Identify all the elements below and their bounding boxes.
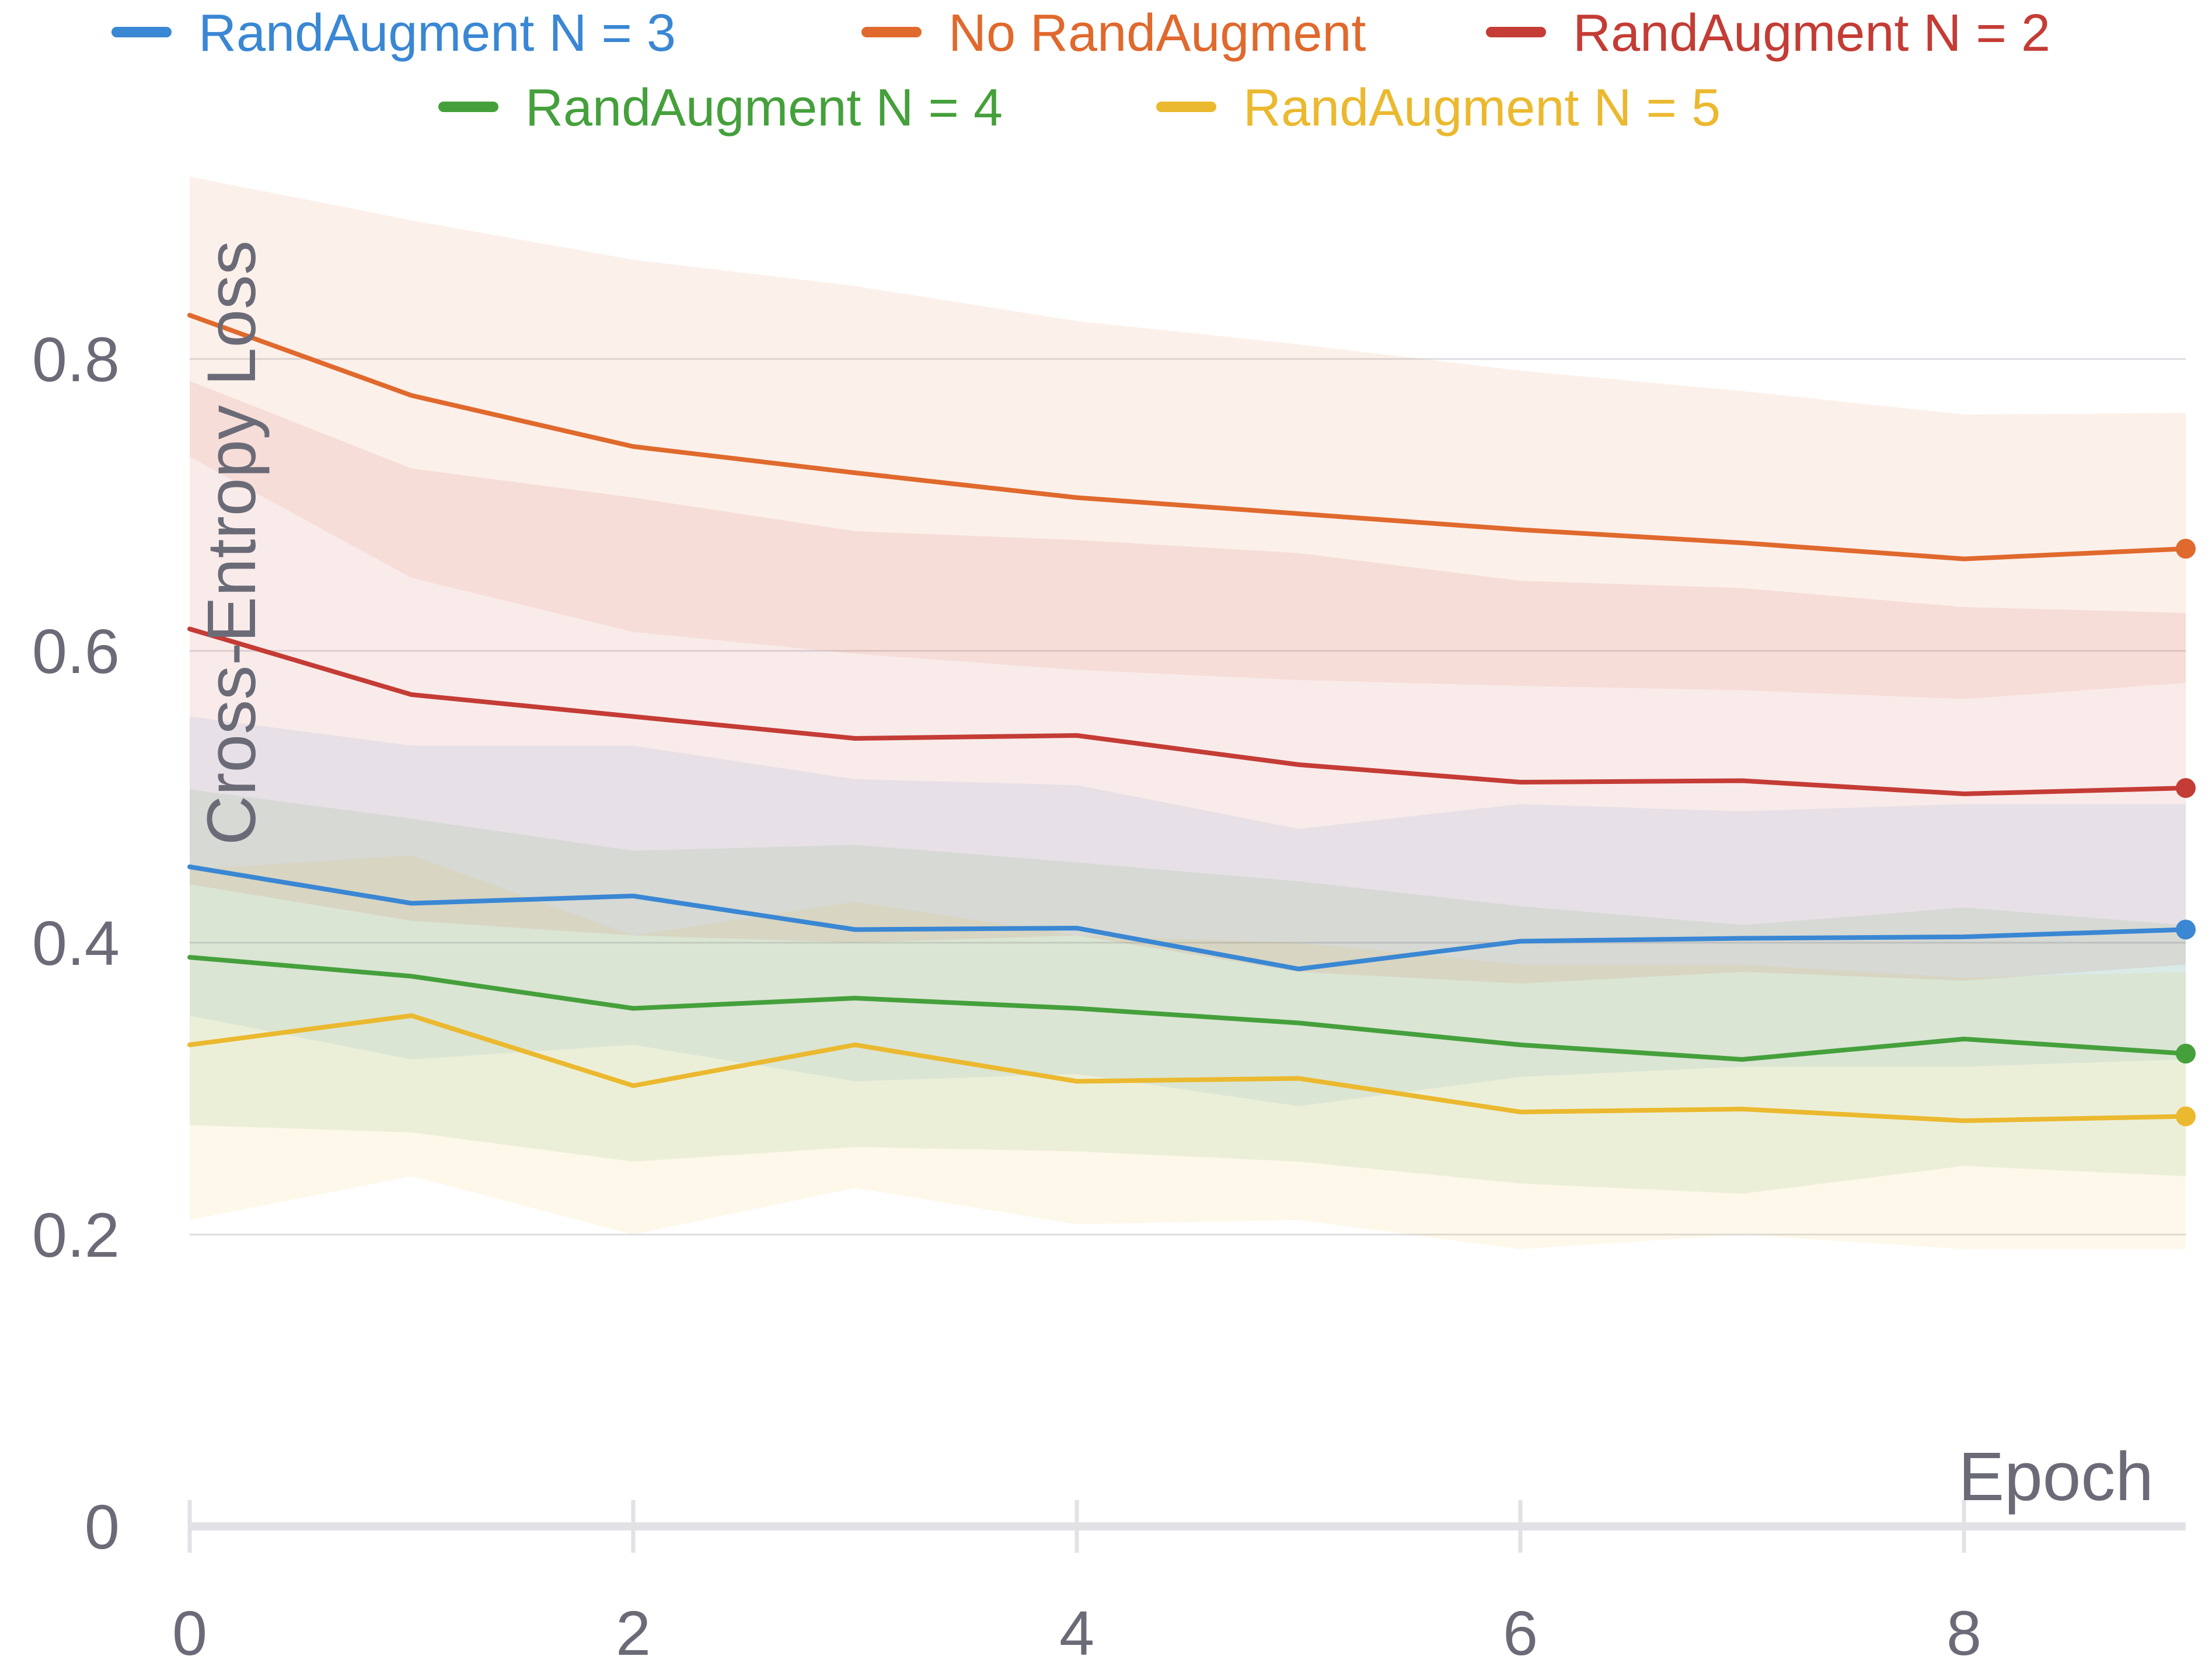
- line-series-1: [187, 313, 2188, 562]
- confidence-bands: [190, 176, 2186, 1249]
- band-series-0: [190, 716, 2186, 1106]
- y-tick-label-3: 0.6: [32, 616, 120, 686]
- line-series-2: [187, 626, 2188, 796]
- series-lines: [187, 313, 2188, 1123]
- end-point-series-0: [2176, 919, 2196, 940]
- legend-label-0: RandAugment N = 3: [198, 4, 676, 62]
- y-axis-title: Cross-Entropy Loss: [193, 240, 270, 845]
- legend-label-3: RandAugment N = 4: [525, 79, 1003, 137]
- x-tick-label-0: 0: [172, 1598, 207, 1668]
- y-tick-label-0: 0: [85, 1491, 120, 1562]
- series-end-points: [2176, 539, 2196, 1127]
- x-axis: [187, 1500, 2186, 1553]
- legend: RandAugment N = 3 No RandAugment RandAugme…: [111, 4, 2050, 137]
- legend-label-1: No RandAugment: [948, 4, 1366, 62]
- y-tick-label-2: 0.4: [32, 908, 120, 978]
- x-tick-label-2: 4: [1059, 1598, 1094, 1668]
- y-tick-label-4: 0.8: [32, 324, 120, 395]
- x-tick-label-3: 6: [1503, 1598, 1538, 1668]
- y-tick-labels: 0 0.2 0.4 0.6 0.8: [32, 324, 120, 1562]
- end-point-series-2: [2176, 778, 2196, 798]
- x-axis-title: Epoch: [1958, 1438, 2154, 1515]
- x-tick-labels: 0 2 4 6 8: [172, 1598, 1981, 1668]
- end-point-series-4: [2176, 1106, 2196, 1127]
- grid-lines: [190, 358, 2186, 1236]
- band-series-1: [190, 176, 2186, 699]
- band-series-2: [190, 381, 2186, 984]
- legend-label-2: RandAugment N = 2: [1573, 4, 2050, 62]
- x-tick-label-4: 8: [1946, 1598, 1981, 1668]
- end-point-series-1: [2176, 539, 2196, 559]
- legend-label-4: RandAugment N = 5: [1243, 79, 1721, 137]
- end-point-series-3: [2176, 1044, 2196, 1064]
- y-tick-label-1: 0.2: [32, 1200, 120, 1270]
- x-tick-label-1: 2: [616, 1598, 651, 1668]
- line-series-0: [187, 864, 2188, 971]
- line-series-3: [187, 955, 2188, 1062]
- line-series-4: [187, 1013, 2188, 1123]
- band-series-4: [190, 855, 2186, 1249]
- band-series-3: [190, 789, 2186, 1194]
